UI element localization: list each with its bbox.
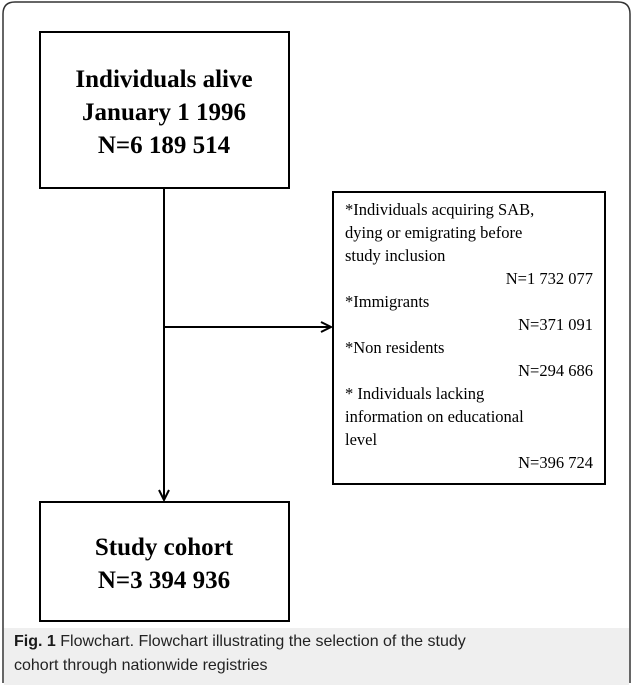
node-line: level bbox=[345, 430, 377, 449]
caption-line: Fig. 1 Flowchart. Flowchart illustrating… bbox=[14, 633, 466, 650]
node-line: N=371 091 bbox=[518, 315, 593, 334]
node-line: *Non residents bbox=[345, 338, 444, 357]
node-line: N=396 724 bbox=[518, 453, 593, 472]
node-line: information on educational bbox=[345, 407, 524, 426]
node-line: *Individuals acquiring SAB, bbox=[345, 200, 534, 219]
caption-line: cohort through nationwide registries bbox=[14, 657, 267, 674]
node-line: January 1 1996 bbox=[82, 99, 246, 126]
start-text: Individuals alive January 1 1996 N=6 189 5… bbox=[75, 66, 252, 159]
node-line: Study cohort bbox=[95, 534, 234, 561]
cohort-text: Study cohort N=3 394 936 bbox=[95, 534, 234, 594]
node-line: *Immigrants bbox=[345, 292, 429, 311]
box-cohort bbox=[39, 501, 290, 622]
caption-text: Flowchart. Flowchart illustrating the se… bbox=[60, 633, 466, 650]
node-line: study inclusion bbox=[345, 246, 445, 265]
box-exclusions bbox=[332, 191, 606, 485]
node-line: N=3 394 936 bbox=[98, 567, 230, 594]
node-line: Individuals alive bbox=[75, 66, 252, 93]
exclusion-text: *Individuals acquiring SAB, dying or emig… bbox=[345, 200, 593, 472]
node-line: * Individuals lacking bbox=[345, 384, 484, 403]
caption-background bbox=[4, 628, 629, 685]
node-line: N=294 686 bbox=[518, 361, 593, 380]
node-line: dying or emigrating before bbox=[345, 223, 522, 242]
node-line: N=1 732 077 bbox=[506, 269, 593, 288]
node-line: N=6 189 514 bbox=[98, 132, 231, 159]
caption-label: Fig. 1 bbox=[14, 633, 56, 650]
box-start bbox=[39, 31, 290, 189]
